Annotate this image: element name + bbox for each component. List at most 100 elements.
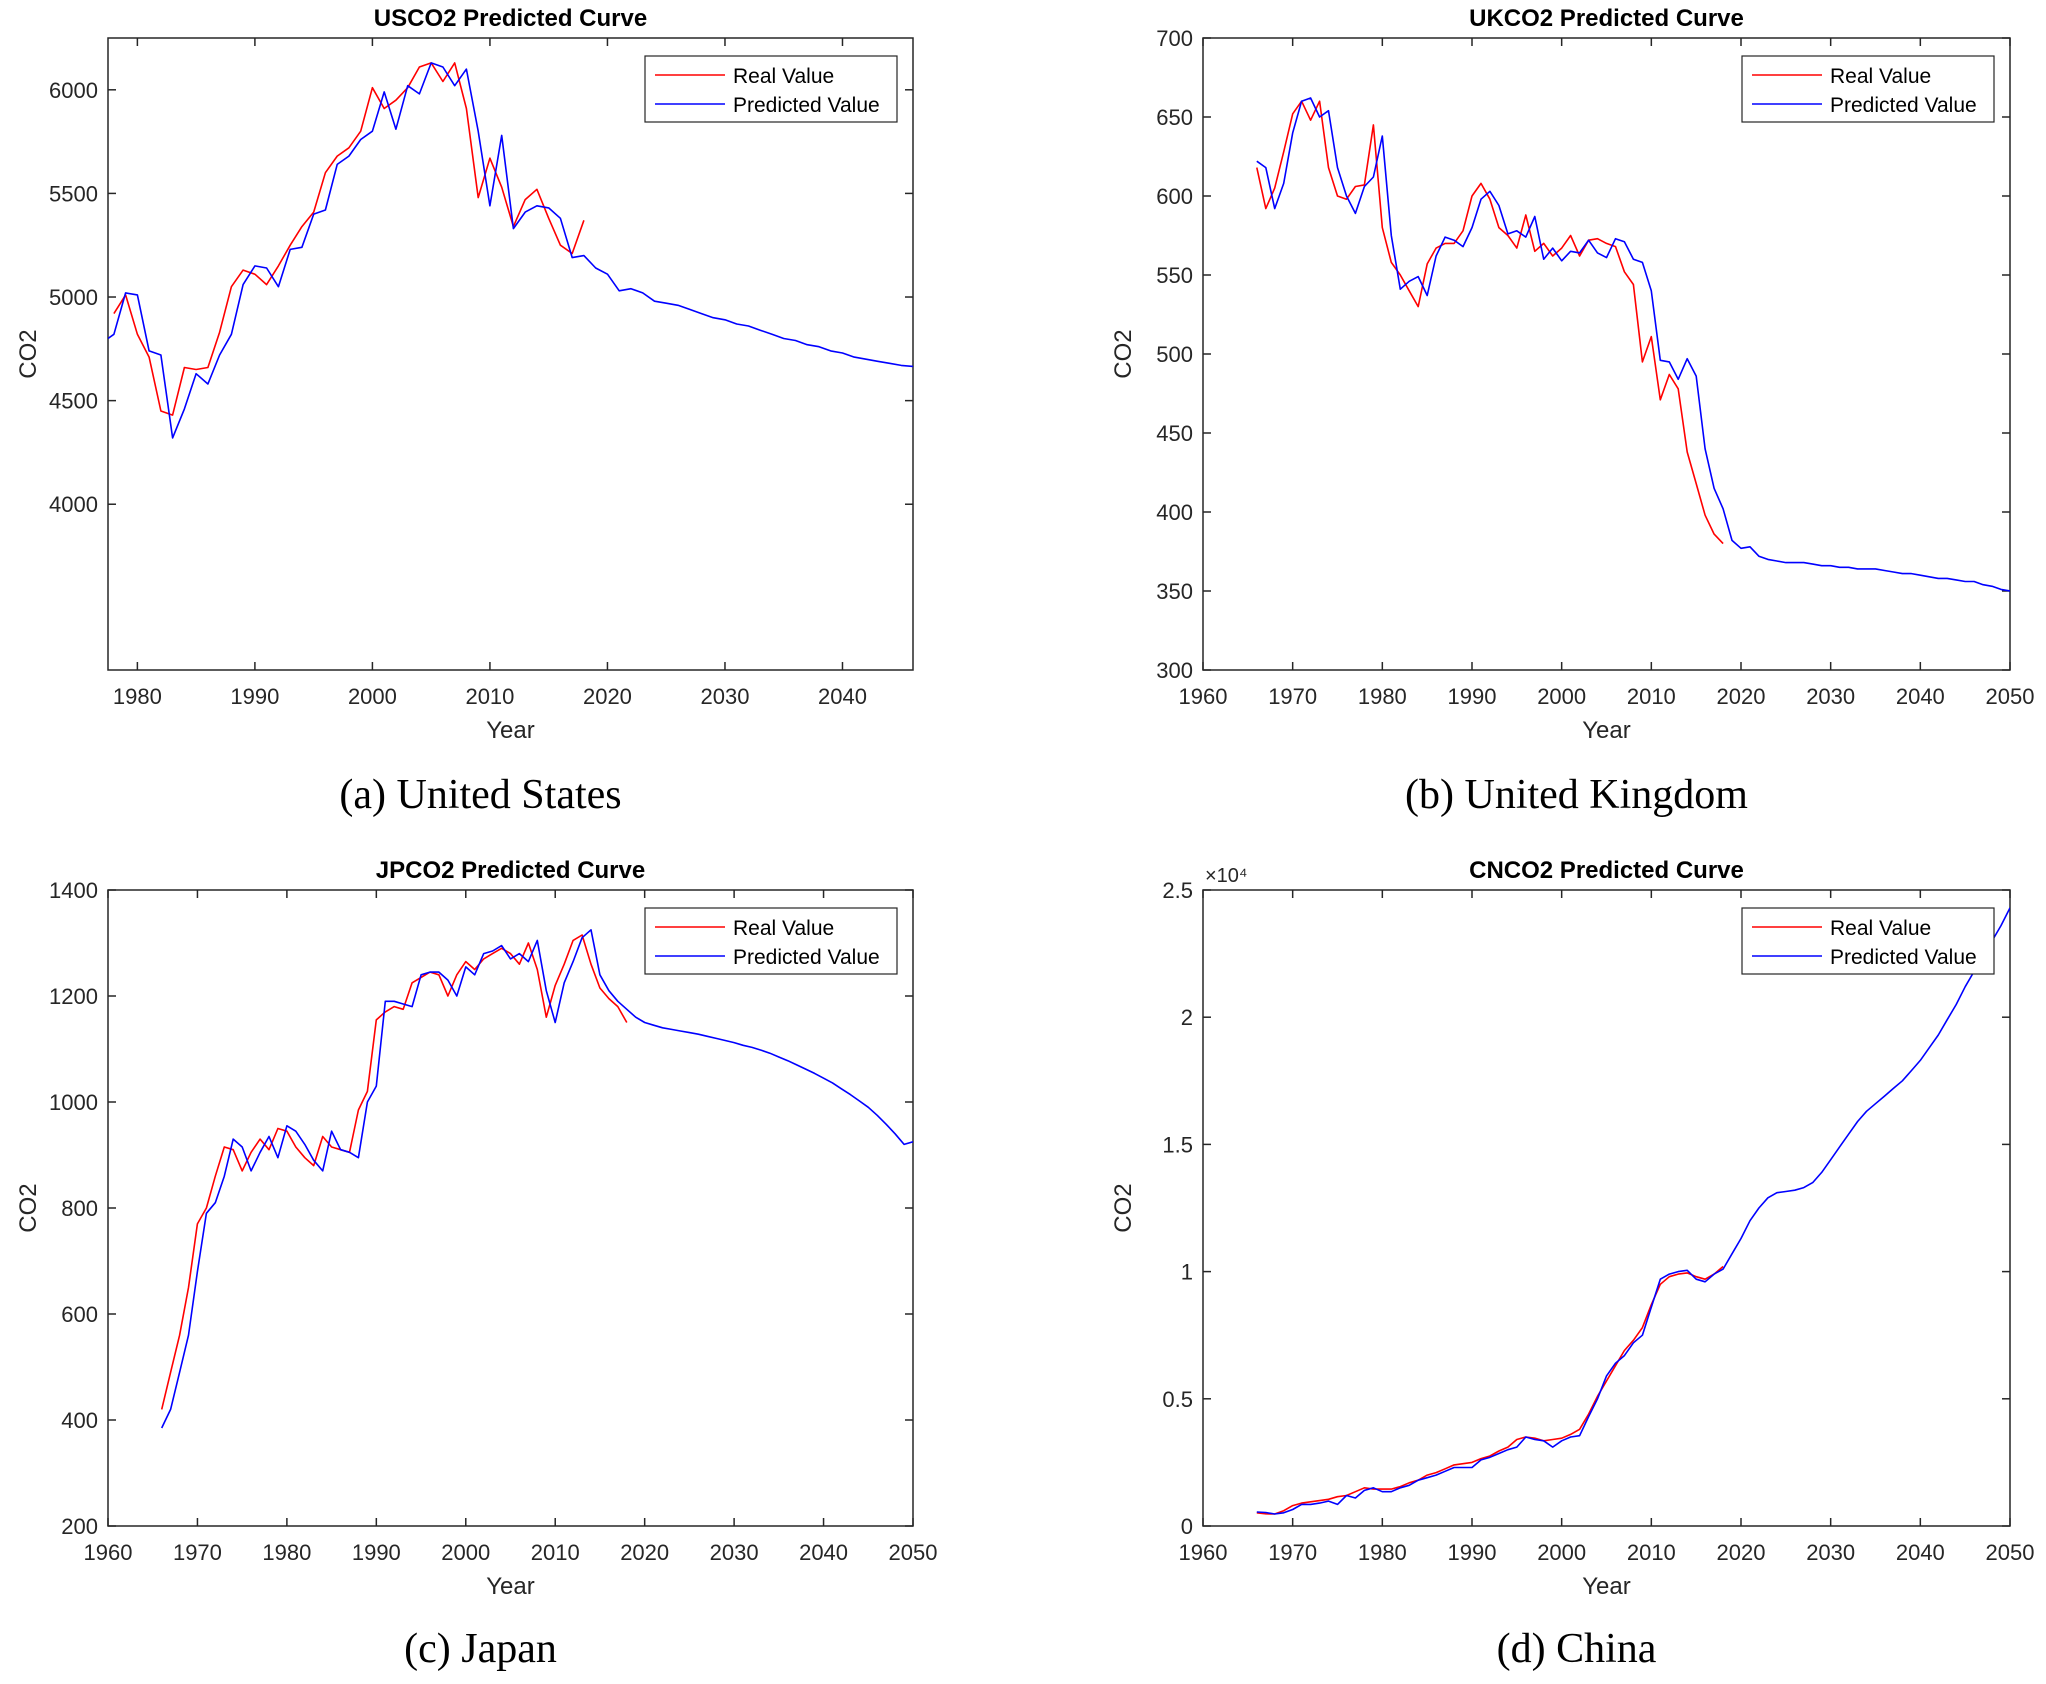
series-line-predicted-value [108,62,913,439]
x-tick-label: 2020 [1717,1540,1766,1565]
chart-title: USCO2 Predicted Curve [374,5,647,32]
y-tick-label: 0.5 [1162,1387,1193,1412]
panel-caption: (c) Japan [404,1626,557,1672]
x-tick-label: 1990 [352,1540,401,1565]
x-tick-label: 2020 [583,684,632,709]
x-tick-label: 2000 [1537,684,1586,709]
chart-title: CNCO2 Predicted Curve [1469,857,1744,884]
y-tick-label: 4500 [49,389,98,414]
x-tick-label: 2010 [531,1540,580,1565]
x-tick-label: 2040 [1896,684,1945,709]
legend-box [1741,55,1995,123]
series-line-real-value [1256,1265,1724,1515]
legend-entry: Predicted Value [733,946,880,969]
y-tick-label: 4000 [49,492,98,517]
x-tick-label: 2040 [799,1540,848,1565]
x-tick-label: 2000 [348,684,397,709]
x-tick-label: 2010 [1627,1540,1676,1565]
legend-box [644,55,898,123]
y-tick-label: 200 [61,1514,98,1539]
y-axis-label: CO2 [1110,1183,1137,1232]
x-axis-label: Year [1582,717,1631,744]
x-tick-label: 2050 [1986,684,2035,709]
y-axis-label: CO2 [15,329,42,378]
x-tick-label: 1970 [1268,684,1317,709]
x-tick-label: 1990 [230,684,279,709]
legend-entry: Predicted Value [1830,94,1977,117]
y-tick-label: 2.5 [1162,878,1193,903]
x-tick-label: 2050 [1986,1540,2035,1565]
x-tick-label: 2030 [700,684,749,709]
y-tick-label: 5500 [49,181,98,206]
legend-entry: Real Value [1830,917,1931,940]
legend: Real Value Predicted Value [1741,907,1995,975]
y-tick-label: 700 [1156,26,1193,51]
y-tick-label: 1000 [49,1090,98,1115]
x-axis-label: Year [1582,1573,1631,1600]
x-tick-label: 1960 [1179,684,1228,709]
x-tick-label: 1980 [1358,684,1407,709]
y-tick-label: 400 [61,1408,98,1433]
legend: Real Value Predicted Value [1741,55,1995,123]
legend: Real Value Predicted Value [644,55,898,123]
series-line-predicted-value [160,928,913,1429]
y-tick-label: 500 [1156,342,1193,367]
y-tick-label: 650 [1156,105,1193,130]
series-line-predicted-value [1256,97,2010,592]
x-tick-label: 2010 [1627,684,1676,709]
y-tick-label: 5000 [49,285,98,310]
x-tick-label: 2020 [620,1540,669,1565]
chart-panel-3: 1960 1970 1980 1990 2000 2010 2020 2030 2040 2050… [1110,857,2034,1672]
panel-caption: (a) United States [339,772,621,818]
legend-entry: Real Value [1830,65,1931,88]
plot-area [107,889,914,1527]
legend-entry: Predicted Value [1830,946,1977,969]
legend-box [1741,907,1995,975]
series-line-real-value [1256,100,1724,545]
chart-panel-0: 1980 1990 2000 2010 2020 2030 2040 4000 4500 5000… [15,5,914,818]
legend-entry: Real Value [733,65,834,88]
chart-title: JPCO2 Predicted Curve [376,857,645,884]
x-tick-label: 1980 [1358,1540,1407,1565]
y-tick-label: 6000 [49,78,98,103]
x-axis-label: Year [486,1573,535,1600]
x-tick-label: 1970 [173,1540,222,1565]
x-tick-label: 1980 [113,684,162,709]
legend-entry: Predicted Value [733,94,880,117]
y-tick-label: 600 [1156,184,1193,209]
x-tick-label: 2040 [818,684,867,709]
y-tick-label: 300 [1156,658,1193,683]
y-tick-label: 1200 [49,984,98,1009]
y-exponent-label: ×10⁴ [1205,865,1248,887]
y-tick-label: 1.5 [1162,1132,1193,1157]
legend-entry: Real Value [733,917,834,940]
x-tick-label: 1960 [84,1540,133,1565]
series-line-predicted-value [1256,907,2010,1515]
x-tick-label: 1990 [1448,684,1497,709]
plot-area [107,37,914,671]
x-tick-label: 1990 [1448,1540,1497,1565]
y-tick-label: 2 [1181,1005,1193,1030]
chart-title: UKCO2 Predicted Curve [1469,5,1744,32]
plot-area [1202,37,2011,671]
y-tick-label: 800 [61,1196,98,1221]
x-axis-label: Year [486,717,535,744]
y-tick-label: 1400 [49,878,98,903]
y-axis-label: CO2 [15,1183,42,1232]
x-tick-label: 1970 [1268,1540,1317,1565]
x-tick-label: 2020 [1717,684,1766,709]
legend-box [644,907,898,975]
y-axis-label: CO2 [1110,329,1137,378]
y-tick-label: 1 [1181,1260,1193,1285]
x-tick-label: 2030 [1806,1540,1855,1565]
x-tick-label: 1980 [262,1540,311,1565]
chart-panel-1: 1960 1970 1980 1990 2000 2010 2020 2030 2040 2050… [1110,5,2034,818]
series-line-real-value [160,934,628,1410]
x-tick-label: 2000 [1537,1540,1586,1565]
x-tick-label: 2030 [710,1540,759,1565]
y-tick-label: 550 [1156,263,1193,288]
y-tick-label: 400 [1156,500,1193,525]
panel-caption: (d) China [1497,1626,1657,1672]
x-tick-label: 2040 [1896,1540,1945,1565]
x-tick-label: 2000 [441,1540,490,1565]
